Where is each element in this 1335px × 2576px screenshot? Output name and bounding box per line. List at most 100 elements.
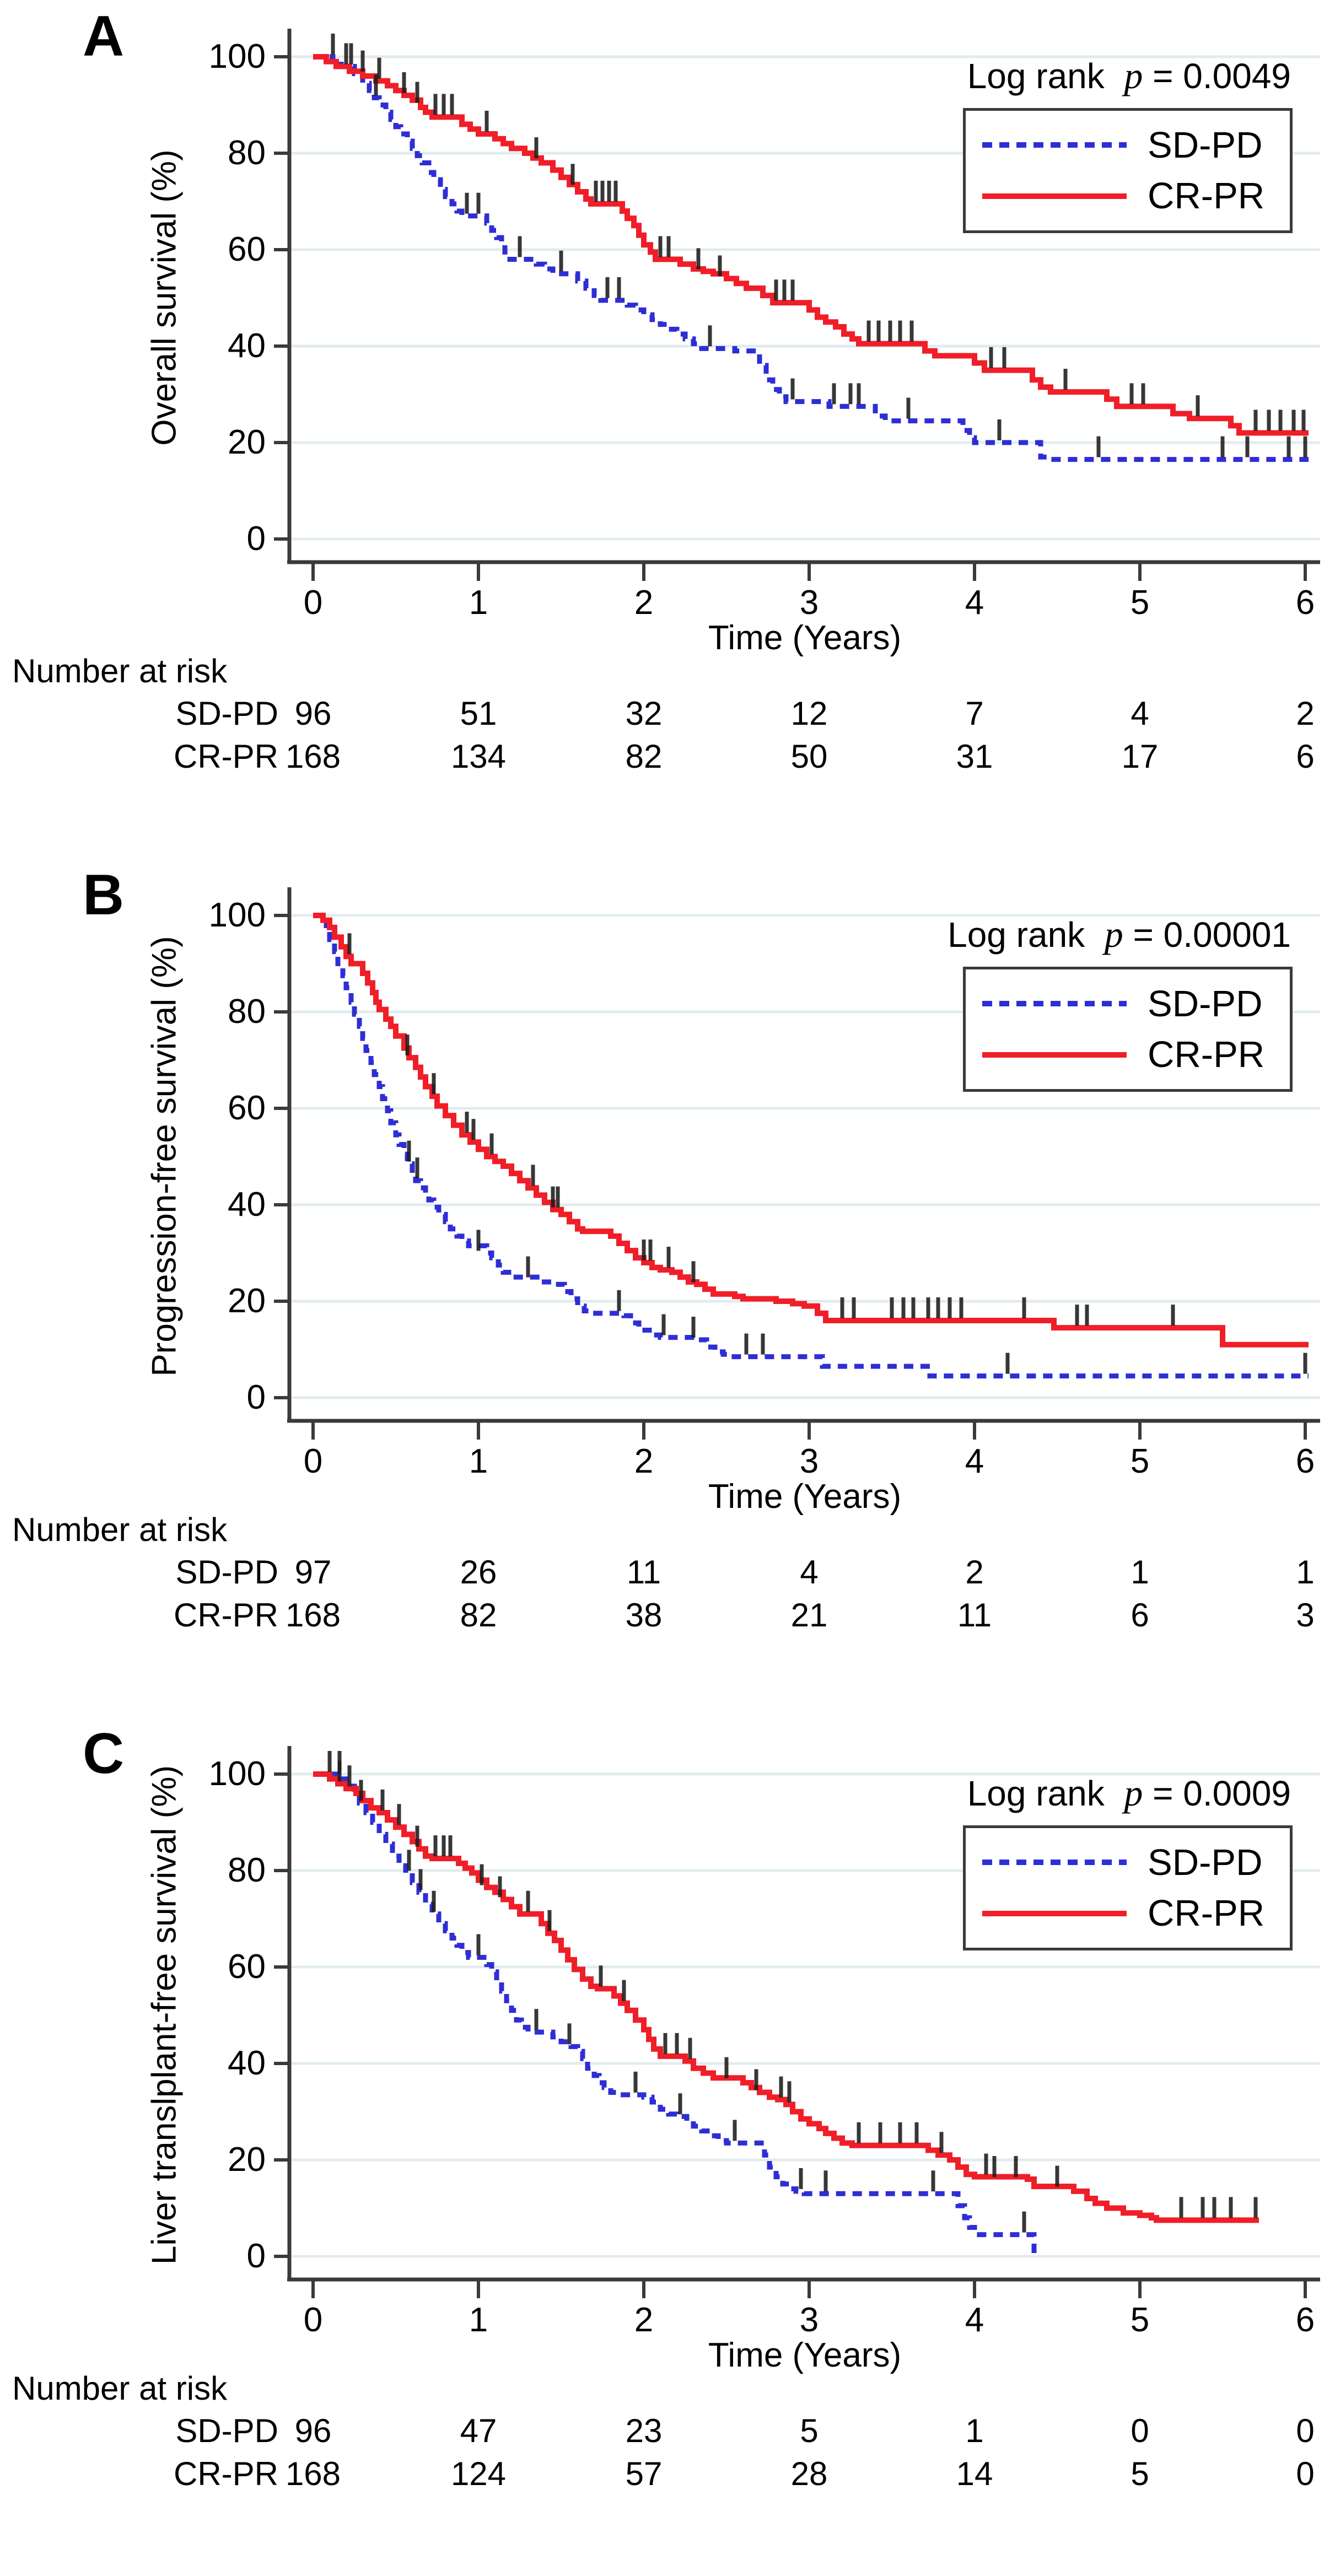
x-axis-label: Time (Years) [708,1478,902,1516]
legend-label-sdpd: SD-PD [1148,983,1263,1025]
y-tick-label-80: 80 [228,1851,266,1889]
km-plot-svg-a [274,29,1320,581]
risk-value: 124 [450,2455,507,2492]
p-value: = 0.00001 [1133,915,1291,955]
x-tick-label-2: 2 [634,2301,654,2339]
y-tick-label-60: 60 [228,1089,266,1127]
risk-value: 17 [1121,738,1159,775]
x-tick-label-6: 6 [1295,1442,1315,1480]
y-tick-label-40: 40 [228,1185,266,1224]
risk-value: 6 [1296,738,1315,775]
risk-row-label-crpr: CR-PR [174,1597,278,1634]
x-tick-label-3: 3 [799,584,819,622]
risk-value: 97 [294,1554,332,1591]
sdpd-dashed-line-sample [982,142,1127,148]
panel-b-progression-free-survival: B Progression-free survival (%) Log rank… [0,859,1335,1717]
legend-label-crpr: CR-PR [1148,175,1265,217]
y-axis-label: Overall survival (%) [145,149,184,446]
km-curve-sd-pd [313,1771,1037,2257]
y-tick-label-0: 0 [246,520,266,558]
x-tick-label-5: 5 [1130,1442,1150,1480]
risk-row-label-crpr: CR-PR [174,2455,278,2492]
x-tick-label-2: 2 [634,584,654,622]
panel-letter: A [83,4,125,68]
risk-value: 82 [460,1597,497,1634]
y-tick-label-40: 40 [228,2044,266,2082]
panel-letter: B [83,863,125,927]
risk-value: 57 [625,2455,663,2492]
risk-value: 0 [1131,2412,1149,2449]
risk-value: 51 [460,695,497,732]
p-symbol: p [1124,55,1143,96]
p-symbol: p [1104,913,1123,955]
risk-value: 11 [957,1597,992,1634]
x-axis-label: Time (Years) [708,2336,902,2374]
risk-value: 1 [1296,1554,1315,1591]
p-value: = 0.0009 [1153,1774,1291,1813]
km-curve-sd-pd [313,54,1309,462]
sdpd-dashed-line-sample [982,1860,1127,1866]
risk-value: 96 [294,695,332,732]
x-tick-label-5: 5 [1130,584,1150,622]
x-axis-label: Time (Years) [708,619,902,657]
log-rank-prefix: Log rank [967,1774,1105,1813]
km-curve-cr-pr [313,913,1309,1348]
y-tick-label-100: 100 [208,896,266,934]
risk-value: 134 [450,738,507,775]
risk-value: 11 [626,1554,661,1591]
y-tick-label-100: 100 [208,1755,266,1793]
legend-label-crpr: CR-PR [1148,1893,1265,1934]
x-tick-label-0: 0 [303,2301,323,2339]
x-tick-label-6: 6 [1295,2301,1315,2339]
log-rank-prefix: Log rank [967,56,1105,96]
risk-value: 0 [1296,2412,1315,2449]
risk-value: 168 [285,738,341,775]
risk-row-label-sdpd: SD-PD [175,695,278,732]
km-curve-cr-pr [313,54,1309,436]
x-tick-label-4: 4 [965,584,984,622]
risk-value: 4 [800,1554,819,1591]
risk-table-title: Number at risk [12,2370,228,2407]
risk-row-label-crpr: CR-PR [174,738,278,775]
km-curve-cr-pr [313,1771,1259,2223]
x-tick-label-3: 3 [799,1442,819,1480]
risk-value: 2 [965,1554,984,1591]
y-tick-label-20: 20 [228,2141,266,2179]
x-tick-label-1: 1 [469,2301,488,2339]
risk-row-label-sdpd: SD-PD [175,1554,278,1591]
y-tick-label-0: 0 [246,2237,266,2275]
risk-value: 14 [956,2455,993,2492]
log-rank-annotation: Log rank p = 0.00001 [948,913,1291,956]
risk-value: 7 [965,695,984,732]
x-tick-label-1: 1 [469,1442,488,1480]
legend-label-sdpd: SD-PD [1148,124,1263,166]
risk-table-title: Number at risk [12,653,228,689]
risk-value: 50 [790,738,828,775]
risk-value: 28 [790,2455,828,2492]
crpr-solid-line-sample [982,1910,1127,1916]
legend-box: SD-PD CR-PR [963,1825,1293,1950]
panel-c-liver-transplant-free-survival: C Liver translplant-free survival (%) Lo… [0,1717,1335,2576]
risk-value: 2 [1296,695,1315,732]
p-value: = 0.0049 [1153,56,1291,96]
crpr-solid-line-sample [982,1052,1127,1058]
risk-value: 21 [790,1597,828,1634]
log-rank-annotation: Log rank p = 0.0049 [967,54,1291,98]
panel-letter: C [83,1722,125,1786]
risk-value: 38 [625,1597,663,1634]
risk-value: 47 [460,2412,497,2449]
risk-value: 5 [1131,2455,1149,2492]
y-tick-label-100: 100 [208,37,266,76]
p-symbol: p [1124,1772,1143,1814]
risk-value: 26 [460,1554,497,1591]
risk-value: 168 [285,1597,341,1634]
risk-value: 0 [1296,2455,1315,2492]
legend-box: SD-PD CR-PR [963,967,1293,1092]
legend-box: SD-PD CR-PR [963,108,1293,233]
y-axis-label: Liver translplant-free survival (%) [145,1765,184,2265]
legend-row-sdpd: SD-PD [966,124,1290,166]
sdpd-dashed-line-sample [982,1001,1127,1007]
risk-value: 96 [294,2412,332,2449]
km-plot-svg-c [274,1746,1320,2298]
risk-value: 1 [1131,1554,1149,1591]
